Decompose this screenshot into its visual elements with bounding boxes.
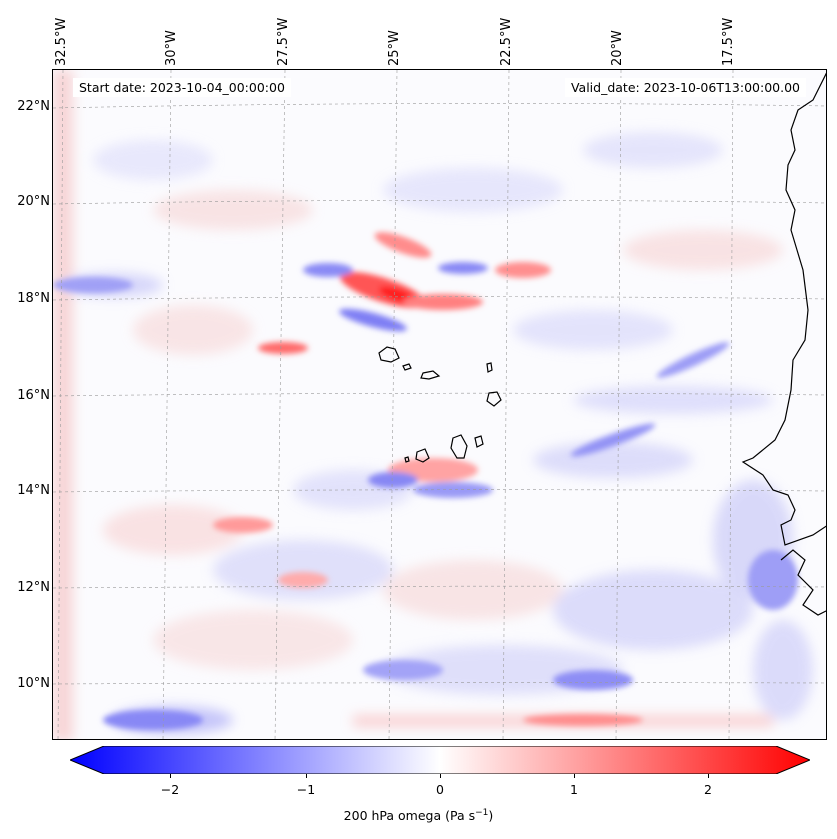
cape-verde-islands (378, 346, 502, 463)
cb-tick-neg2: −2 (160, 782, 180, 797)
lat-label-10n: 10°N (17, 676, 50, 691)
colorbar-unit-base: (Pa s (445, 808, 476, 824)
colorbar (68, 745, 812, 775)
colorbar-variable: 200 hPa omega (343, 808, 442, 824)
cb-tickmark-1 (574, 774, 575, 778)
field-features (53, 232, 798, 730)
cb-tick-0: 0 (436, 782, 444, 797)
omega-map: Start date: 2023-10-04_00:00:00 Valid_da… (52, 69, 827, 740)
guinea-coastline (780, 549, 826, 616)
lon-label-17-5w: 17.5°W (721, 17, 736, 66)
cb-tick-2: 2 (704, 782, 712, 797)
lat-label-20n: 20°N (17, 194, 50, 209)
cb-tick-1: 1 (570, 782, 578, 797)
lat-label-12n: 12°N (17, 580, 50, 595)
colorbar-gradient (68, 745, 812, 775)
colorbar-label: 200 hPa omega (Pa s−1) (0, 808, 837, 823)
colorbar-svg (68, 745, 812, 775)
lon-label-32-5w: 32.5°W (54, 17, 69, 66)
graticule (53, 70, 826, 739)
cb-tickmark-2 (708, 774, 709, 778)
omega-field (53, 70, 826, 739)
lat-label-18n: 18°N (17, 291, 50, 306)
lon-label-27-5w: 27.5°W (276, 17, 291, 66)
lat-label-22n: 22°N (17, 99, 50, 114)
lon-label-20w: 20°W (610, 30, 625, 66)
field-blobs (53, 70, 813, 739)
cb-tick-neg1: −1 (296, 782, 316, 797)
africa-coastline (741, 72, 826, 546)
start-date-label: Start date: 2023-10-04_00:00:00 (73, 78, 291, 97)
cb-tickmark-neg2 (170, 774, 171, 778)
cb-tickmark-neg1 (306, 774, 307, 778)
cb-tickmark-0 (440, 774, 441, 778)
lat-label-14n: 14°N (17, 483, 50, 498)
lon-label-25w: 25°W (387, 30, 402, 66)
valid-date-label: Valid_date: 2023-10-06T13:00:00.00 (564, 78, 806, 97)
lon-label-30w: 30°W (164, 30, 179, 66)
lon-label-22-5w: 22.5°W (499, 17, 514, 66)
lat-label-16n: 16°N (17, 388, 50, 403)
colorbar-unit-exp: −1 (475, 808, 489, 818)
colorbar-unit-close: ) (488, 808, 494, 824)
